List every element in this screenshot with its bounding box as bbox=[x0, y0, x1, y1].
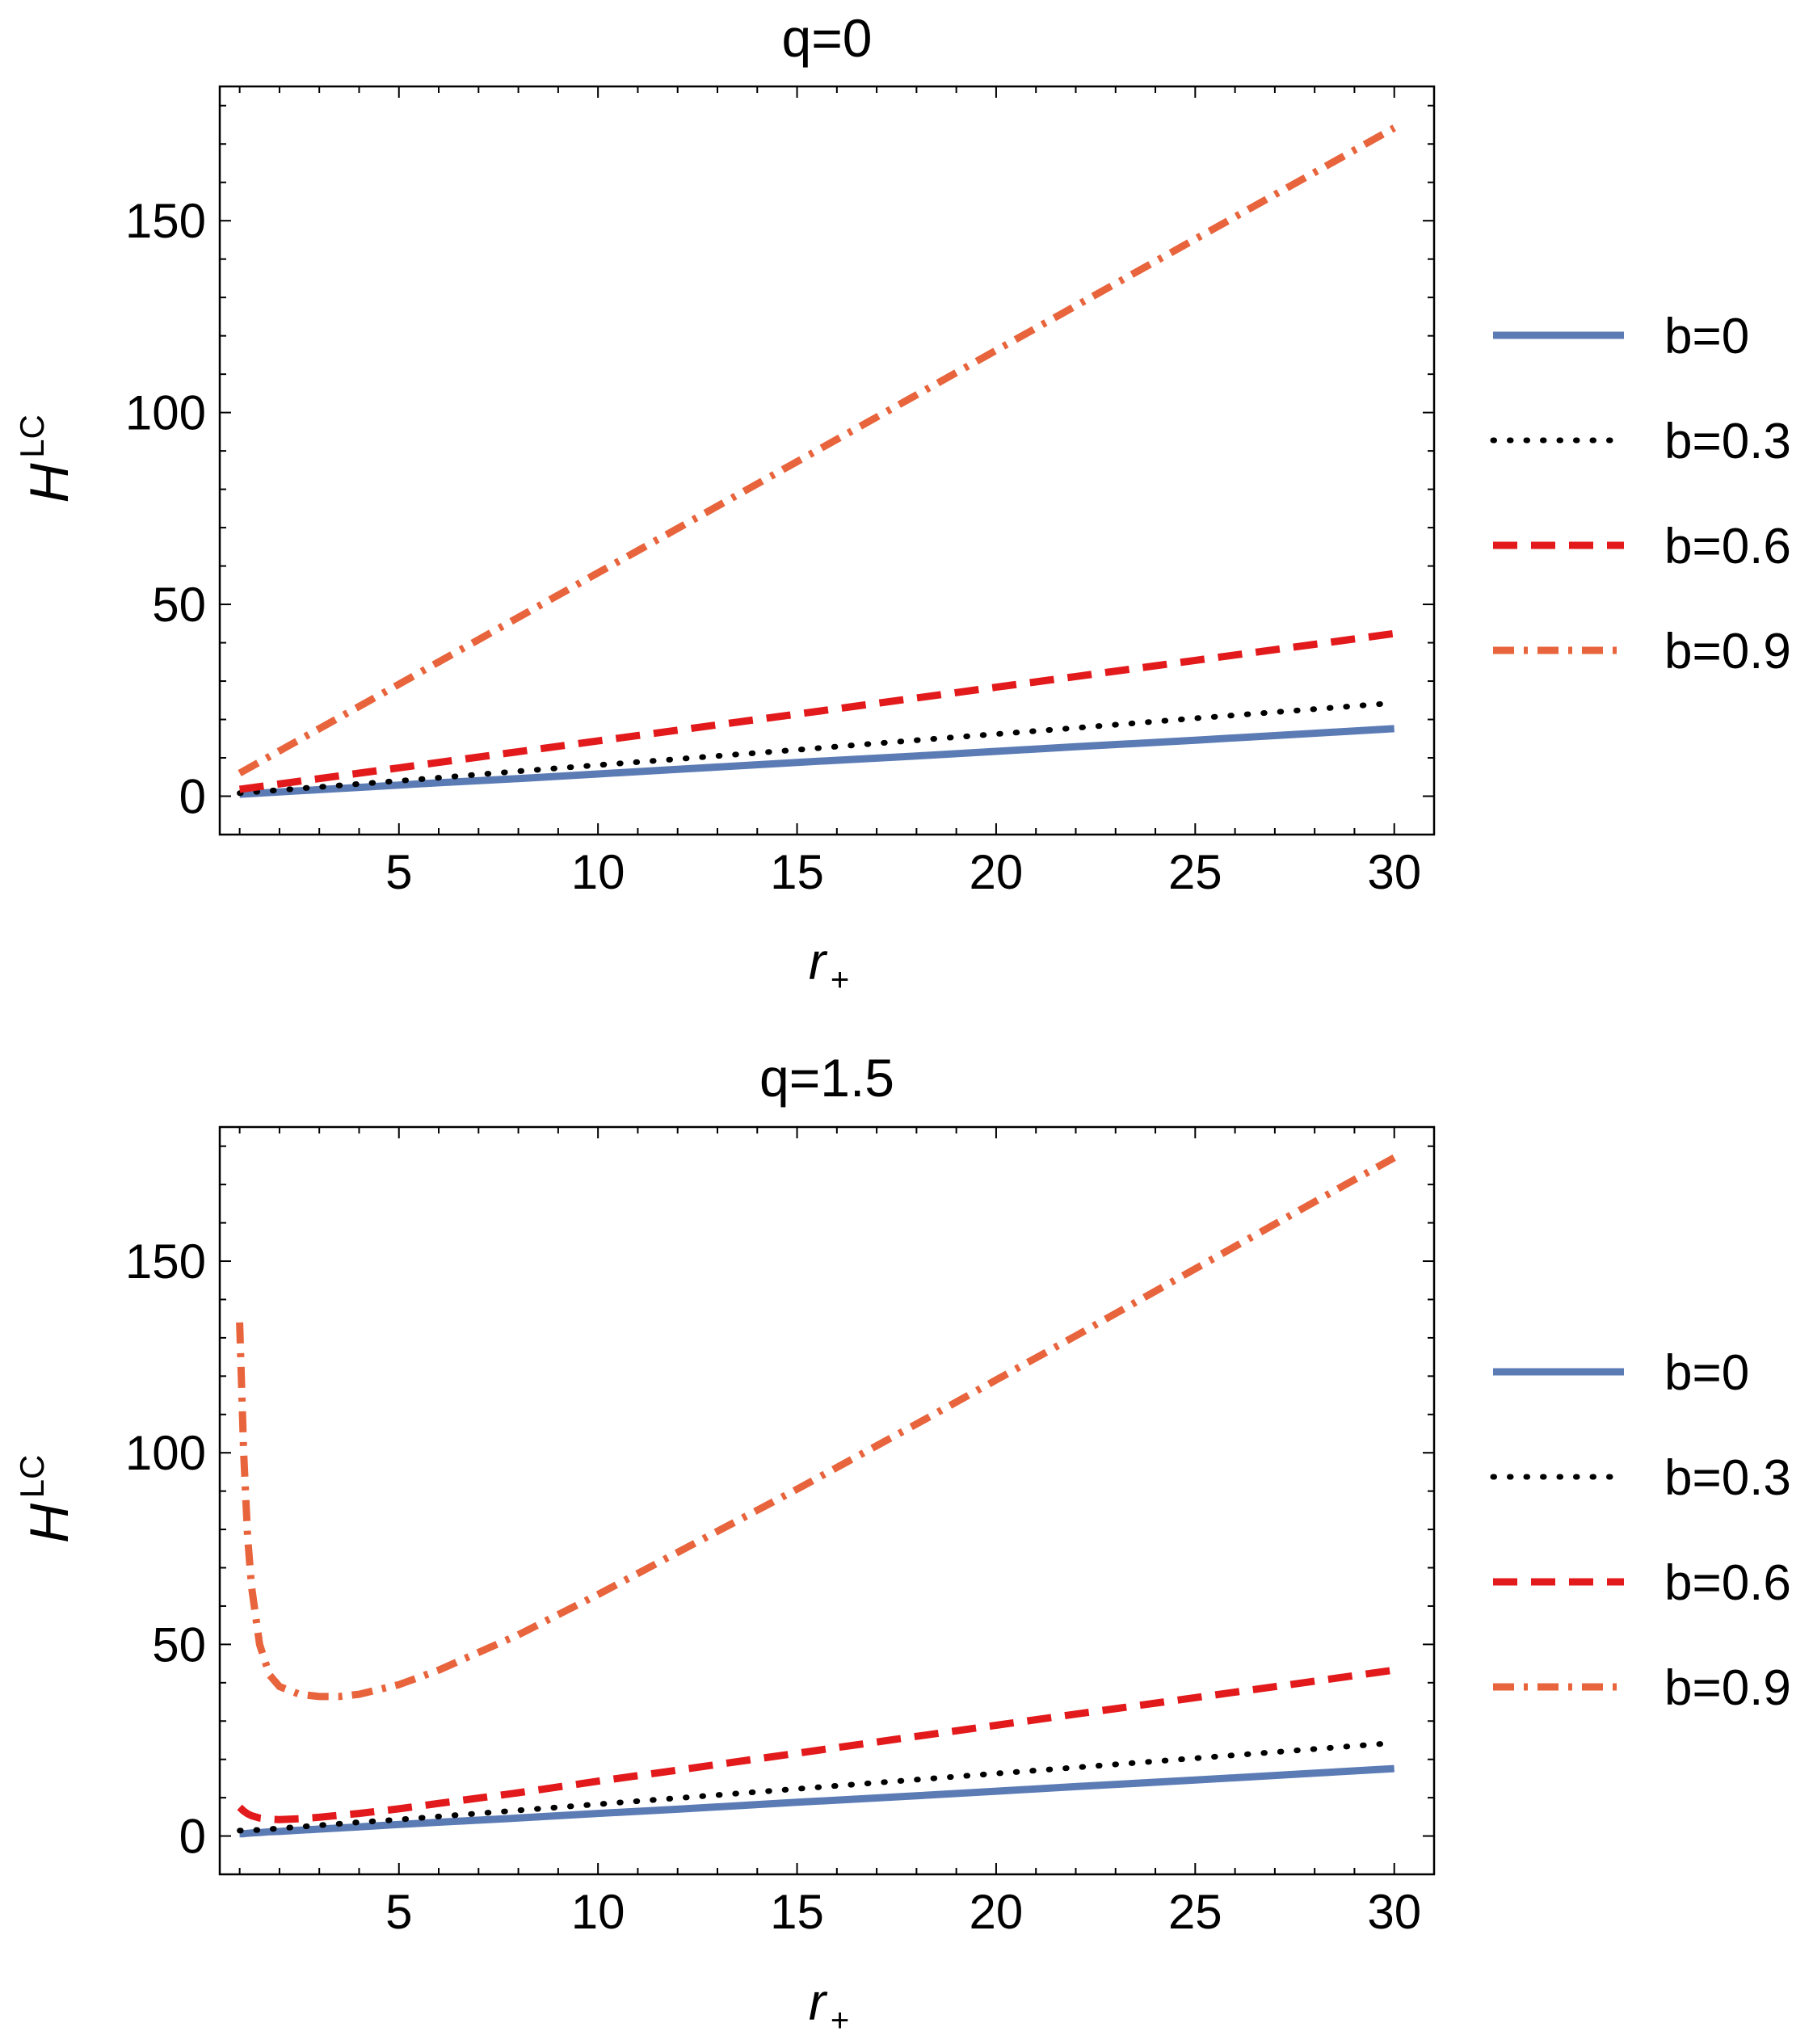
legend-label: b=0.3 bbox=[1664, 414, 1791, 469]
chart-panel-1: q=0 5 10 15 20 25 30 0 50 100 150 r + H LC b=0 b=0.3 b=0.… bbox=[13, 8, 1791, 998]
x-tick-label: 20 bbox=[970, 845, 1024, 899]
series-group bbox=[237, 124, 1398, 798]
series-line-b-0-3 bbox=[237, 700, 1398, 797]
series-line-b-0-9 bbox=[236, 1154, 1396, 1701]
y-axis-label: H bbox=[19, 1503, 80, 1543]
y-axis-label-superscript: LC bbox=[13, 1455, 51, 1499]
series-line-b-0-3 bbox=[237, 1739, 1398, 1834]
x-tick-label: 15 bbox=[770, 1885, 824, 1939]
chart-title: q=0 bbox=[782, 8, 873, 68]
plot-frame bbox=[218, 85, 1436, 836]
legend-label: b=0.9 bbox=[1664, 1660, 1791, 1716]
chart-panel-2: q=1.5 5 10 15 20 25 30 0 50 100 150 r + HLC b=0 b=0.3 b=… bbox=[13, 1048, 1791, 2038]
x-tick-label: 30 bbox=[1367, 1885, 1421, 1939]
legend-label: b=0 bbox=[1664, 1345, 1749, 1401]
plot-frame bbox=[218, 1125, 1436, 1876]
x-axis-label: r bbox=[809, 932, 828, 990]
x-tick-label: 20 bbox=[970, 1885, 1024, 1939]
x-tick-label: 5 bbox=[385, 845, 412, 899]
legend-label: b=0.9 bbox=[1664, 624, 1791, 679]
legend-label: b=0.6 bbox=[1664, 519, 1791, 574]
y-tick-label: 50 bbox=[152, 578, 206, 632]
x-axis-label-subscript: + bbox=[831, 2003, 849, 2038]
y-tick-label: 150 bbox=[125, 194, 206, 248]
legend-label: b=0.6 bbox=[1664, 1555, 1791, 1611]
series-group bbox=[236, 1154, 1398, 1838]
series-line-b-0-6 bbox=[238, 629, 1395, 793]
y-axis-label: H bbox=[19, 463, 80, 503]
y-tick-label: 150 bbox=[125, 1234, 206, 1289]
y-tick-label: 100 bbox=[125, 386, 206, 440]
x-tick-label: 10 bbox=[571, 845, 625, 899]
x-tick-label: 25 bbox=[1168, 845, 1222, 899]
x-tick-label: 25 bbox=[1168, 1885, 1222, 1939]
y-axis-label-superscript: LC bbox=[13, 414, 51, 458]
x-axis-label: r bbox=[809, 1973, 828, 2031]
y-axis-label-group: H LC bbox=[13, 414, 80, 503]
series-line-b-0-6 bbox=[237, 1666, 1395, 1823]
y-tick-label: 0 bbox=[179, 770, 206, 824]
chart-title: q=1.5 bbox=[759, 1048, 894, 1108]
x-tick-label: 10 bbox=[571, 1885, 625, 1939]
y-tick-label: 0 bbox=[179, 1810, 206, 1864]
x-axis-label-subscript: + bbox=[831, 962, 849, 998]
series-line-b-0 bbox=[239, 1764, 1394, 1838]
y-tick-label: 50 bbox=[152, 1617, 206, 1672]
y-axis-label-group: HLC bbox=[13, 1455, 80, 1543]
y-tick-label: 100 bbox=[125, 1426, 206, 1480]
x-tick-label: 30 bbox=[1367, 845, 1421, 899]
x-tick-label: 15 bbox=[770, 845, 824, 899]
x-tick-label: 5 bbox=[385, 1885, 412, 1939]
series-line-b-0 bbox=[239, 725, 1394, 798]
series-line-b-0-9 bbox=[238, 124, 1396, 776]
legend-label: b=0 bbox=[1664, 309, 1749, 364]
legend-label: b=0.3 bbox=[1664, 1450, 1791, 1506]
